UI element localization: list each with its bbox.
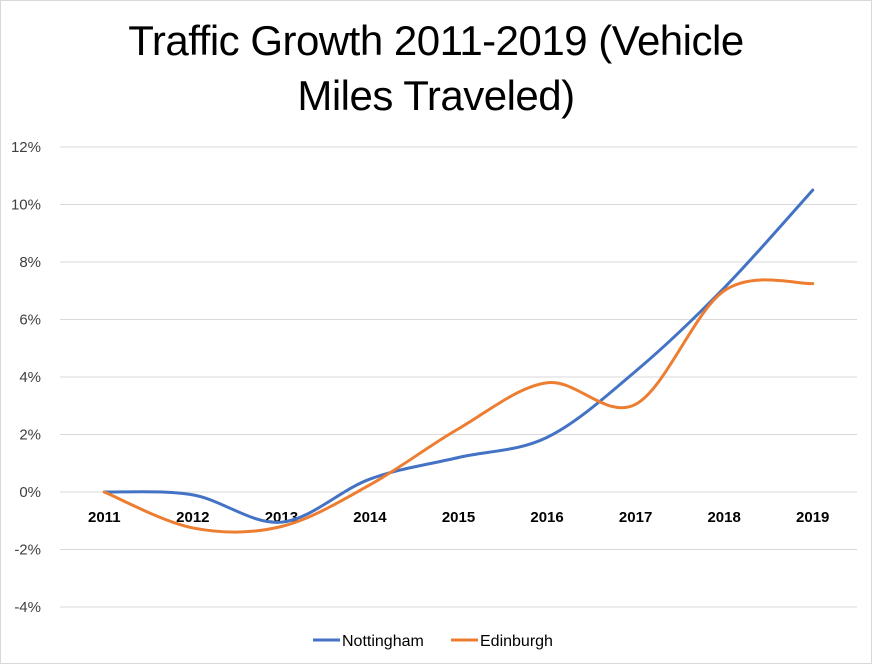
y-tick-label: 12% bbox=[11, 139, 41, 156]
legend-label: Edinburgh bbox=[480, 633, 553, 650]
chart-title-line-2: Miles Traveled) bbox=[297, 72, 575, 119]
x-tick-label: 2015 bbox=[442, 509, 475, 526]
series-lines bbox=[102, 188, 815, 534]
x-tick-label: 2011 bbox=[88, 509, 121, 526]
x-axis-tick-labels: 2011 2012 2013 2014 2015 2016 2017 2018 2019 bbox=[88, 509, 829, 526]
x-tick-label: 2019 bbox=[796, 509, 829, 526]
x-tick-label: 2012 bbox=[176, 509, 209, 526]
legend: Nottingham Edinburgh bbox=[313, 633, 553, 650]
chart-title-line-1: Traffic Growth 2011-2019 (Vehicle bbox=[128, 17, 744, 64]
y-axis-tick-labels: 12% 10% 8% 6% 4% 2% 0% -2% -4% bbox=[11, 139, 41, 616]
series-line-nottingham bbox=[102, 188, 815, 524]
y-tick-label: 10% bbox=[11, 197, 41, 214]
y-tick-label: -2% bbox=[14, 542, 41, 559]
y-tick-label: 0% bbox=[19, 484, 41, 501]
series-line-edinburgh bbox=[102, 278, 815, 534]
y-tick-label: 6% bbox=[19, 312, 41, 329]
x-tick-label: 2018 bbox=[707, 509, 740, 526]
x-tick-label: 2016 bbox=[530, 509, 563, 526]
y-tick-label: 8% bbox=[19, 254, 41, 271]
y-tick-label: 4% bbox=[19, 369, 41, 386]
x-tick-label: 2017 bbox=[619, 509, 652, 526]
y-tick-label: 2% bbox=[19, 427, 41, 444]
x-tick-label: 2014 bbox=[353, 509, 387, 526]
y-tick-label: -4% bbox=[14, 599, 41, 616]
legend-label: Nottingham bbox=[342, 633, 424, 650]
gridlines bbox=[60, 146, 857, 608]
